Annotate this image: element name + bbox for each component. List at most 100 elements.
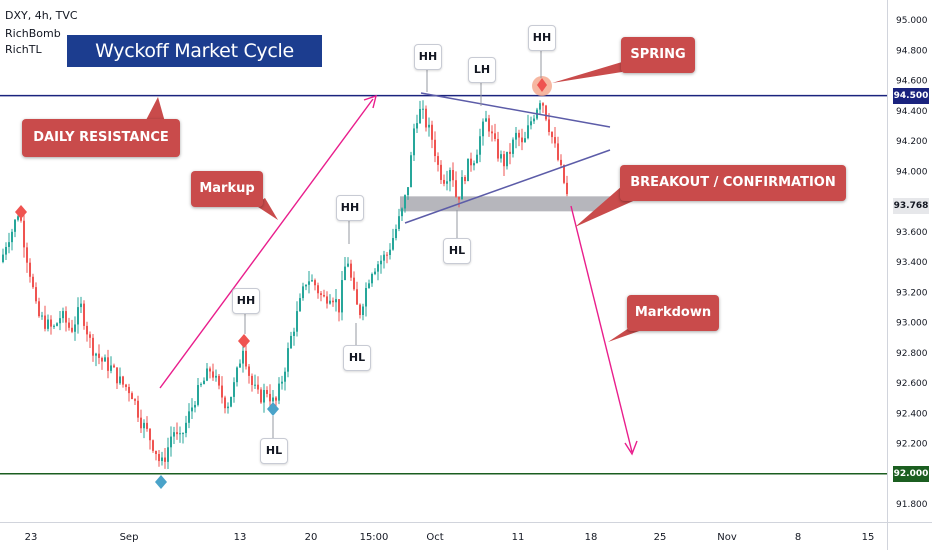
candle-body xyxy=(80,303,82,308)
price-tick-label: 91.800 xyxy=(896,500,928,510)
candle-body xyxy=(419,108,421,124)
swing-label-hl: HL xyxy=(343,345,371,371)
price-tick-label: 94.000 xyxy=(896,167,928,177)
candle-body xyxy=(194,404,196,408)
candle-body xyxy=(221,385,223,398)
candle-body xyxy=(134,399,136,401)
candle-body xyxy=(509,151,511,154)
swing-high-marker xyxy=(537,78,547,92)
candle-body xyxy=(377,264,379,272)
candle-body xyxy=(68,322,70,328)
candle-body xyxy=(554,137,556,144)
candle-body xyxy=(158,454,160,462)
candle-body xyxy=(551,132,553,138)
candle-body xyxy=(182,433,184,435)
candle-body xyxy=(485,118,487,122)
candle-body xyxy=(347,263,349,267)
candle-body xyxy=(200,384,202,386)
candle-body xyxy=(455,180,457,197)
candle-body xyxy=(77,307,79,325)
resistance-price-tag: 94.500 xyxy=(893,87,929,104)
candle-body xyxy=(266,390,268,394)
candle-body xyxy=(293,331,295,336)
candle-body xyxy=(197,385,199,405)
candle-body xyxy=(296,311,298,332)
candle-body xyxy=(11,231,13,243)
candle-body xyxy=(371,274,373,284)
candle-body xyxy=(329,300,331,304)
swing-label-hl: HL xyxy=(260,438,288,464)
candle-body xyxy=(260,389,262,403)
indicator-label[interactable]: RichBomb xyxy=(5,27,61,40)
candle-body xyxy=(176,432,178,435)
candle-body xyxy=(470,158,472,166)
candle-body xyxy=(131,393,133,400)
candle-body xyxy=(482,121,484,137)
candle-body xyxy=(443,179,445,184)
time-tick-label: 23 xyxy=(25,532,38,543)
candle-body xyxy=(422,108,424,110)
candle-body xyxy=(428,124,430,128)
candle-body xyxy=(548,119,550,133)
candle-body xyxy=(218,375,220,386)
candle-body xyxy=(35,287,37,302)
candle-body xyxy=(284,371,286,382)
candle-body xyxy=(446,181,448,184)
candle-body xyxy=(59,318,61,324)
candle-body xyxy=(89,334,91,338)
daily-resistance-callout: DAILY RESISTANCE xyxy=(22,119,180,157)
upper-trendline xyxy=(420,92,611,128)
candle-body xyxy=(410,155,412,188)
candle-body xyxy=(404,195,406,209)
candle-body xyxy=(86,325,88,335)
candle-body xyxy=(161,457,163,462)
candle-body xyxy=(338,299,340,313)
candle-body xyxy=(380,260,382,265)
candle-body xyxy=(2,254,4,262)
indicator-label[interactable]: RichTL xyxy=(5,43,42,56)
candle-body xyxy=(236,367,238,383)
price-tick-label: 94.200 xyxy=(896,137,928,147)
candle-body xyxy=(32,276,34,288)
candle-body xyxy=(107,357,109,371)
candle-body xyxy=(275,397,277,401)
candle-body xyxy=(374,271,376,275)
candle-body xyxy=(167,447,169,462)
candle-body xyxy=(278,383,280,401)
time-tick-label: Sep xyxy=(120,532,139,543)
candle-body xyxy=(227,406,229,409)
candle-body xyxy=(395,228,397,239)
candle-body xyxy=(458,196,460,200)
price-tick-label: 93.400 xyxy=(896,258,928,268)
candle-body xyxy=(500,154,502,159)
candle-body xyxy=(224,397,226,409)
candle-body xyxy=(233,382,235,397)
candle-body xyxy=(74,324,76,332)
candle-body xyxy=(464,177,466,182)
candle-body xyxy=(47,319,49,329)
candle-body xyxy=(257,384,259,390)
candle-body xyxy=(392,238,394,250)
candle-body xyxy=(38,301,40,317)
candle-series xyxy=(2,100,568,470)
candle-body xyxy=(386,254,388,256)
candle-body xyxy=(290,335,292,349)
candle-body xyxy=(155,450,157,455)
candle-body xyxy=(515,132,517,140)
candle-body xyxy=(50,319,52,327)
candle-body xyxy=(494,133,496,139)
lower-trendline xyxy=(404,149,611,224)
candle-body xyxy=(530,121,532,126)
candle-body xyxy=(503,154,505,167)
candle-body xyxy=(449,170,451,182)
candle-body xyxy=(365,287,367,307)
candle-body xyxy=(137,400,139,418)
candle-body xyxy=(281,381,283,384)
candle-body xyxy=(248,366,250,376)
chart-title: Wyckoff Market Cycle Theory xyxy=(67,35,322,94)
candle-body xyxy=(398,216,400,229)
candle-body xyxy=(506,151,508,167)
candle-body xyxy=(17,216,19,220)
